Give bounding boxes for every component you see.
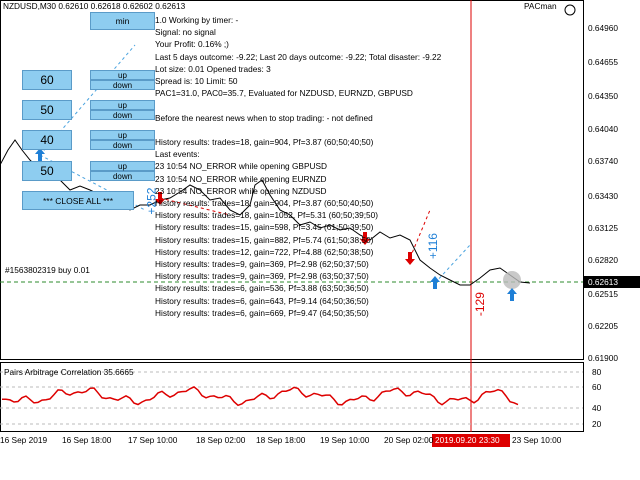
indicator-tick-label: 20 <box>592 419 602 429</box>
history-line: History results: trades=6, gain=643, Pf=… <box>155 295 369 306</box>
time-tick-label: 18 Sep 02:00 <box>196 435 246 445</box>
price-tick-label: 0.62820 <box>588 255 618 265</box>
time-highlight <box>432 434 510 447</box>
up-down-group: up down <box>90 100 155 120</box>
up-down-group: up down <box>90 161 155 181</box>
down-button[interactable]: down <box>90 140 155 150</box>
info-line: 1.0 Working by timer: - <box>155 15 239 25</box>
history-line: History results: trades=18, gain=904, Pf… <box>155 137 374 147</box>
time-tick-label: 16 Sep 2019 <box>0 435 48 445</box>
down-button[interactable]: down <box>90 110 155 120</box>
level-button[interactable]: 50 <box>22 100 72 120</box>
history-line: History results: trades=15, gain=882, Pf… <box>155 234 374 245</box>
info-line: Lot size: 0.01 Opened trades: 3 <box>155 63 271 74</box>
time-tick-label: 20 Sep 02:00 <box>384 435 434 445</box>
history-line: History results: trades=9, gain=369, Pf=… <box>155 271 369 282</box>
smiley-icon <box>564 4 576 16</box>
trend-line <box>434 244 471 284</box>
down-button[interactable]: down <box>90 171 155 181</box>
profit-annotation: +252 <box>144 187 159 215</box>
indicator-frame <box>0 362 584 432</box>
time-tick-label: 18 Sep 18:00 <box>256 435 306 445</box>
history-line: History results: trades=18, gain=904, Pf… <box>155 198 374 209</box>
order-label: #1563802319 buy 0.01 <box>5 265 90 275</box>
history-line: 23 10:54 NO_ERROR while opening EURNZD <box>155 173 327 184</box>
info-line: PAC1=31.0, PAC0=35.7, Evaluated for NZDU… <box>155 88 413 99</box>
price-line <box>0 139 531 286</box>
up-down-group: up down <box>90 130 155 150</box>
price-tick-label: 0.61900 <box>588 353 618 363</box>
up-button[interactable]: up <box>90 130 155 140</box>
profit-annotation: +116 <box>425 233 440 260</box>
info-line: Last 5 days outcome: -9.22; Last 20 days… <box>155 51 442 62</box>
price-tick-label: 0.63740 <box>588 156 618 166</box>
info-line: Your Profit: 0.16% ;) <box>155 39 229 50</box>
trend-line <box>159 197 231 216</box>
history-line: History results: trades=6, gain=536, Pf=… <box>155 283 369 294</box>
price-tick-label: 0.64040 <box>588 124 618 134</box>
history-line: History results: trades=6, gain=669, Pf=… <box>155 307 369 318</box>
price-highlight <box>584 276 640 288</box>
level-button[interactable]: 50 <box>22 161 72 181</box>
indicator-tick-label: 80 <box>592 367 602 377</box>
sell-arrows <box>155 192 415 265</box>
history-line: 23 10:54 NO_ERROR while opening NZDUSD <box>155 185 327 196</box>
ea-name: PACman <box>524 1 557 11</box>
trend-line <box>409 209 431 259</box>
loss-annotation: -129 <box>472 292 487 317</box>
current-price: 0.62613 <box>588 277 618 287</box>
down-button[interactable]: down <box>90 80 155 90</box>
up-button[interactable]: up <box>90 70 155 80</box>
price-tick-label: 0.62205 <box>588 321 618 331</box>
cursor-time: 2019.09.20 23:30 <box>435 435 500 445</box>
min-button[interactable]: min <box>90 12 155 30</box>
time-tick-label: 17 Sep 10:00 <box>128 435 178 445</box>
price-tick-label: 0.62515 <box>588 289 618 299</box>
indicator-grid <box>0 371 583 425</box>
info-panel: 1.0 Working by timer: - Signal: no signal… <box>155 14 441 319</box>
history-line: History results: trades=15, gain=598, Pf… <box>155 222 374 233</box>
up-button[interactable]: up <box>90 161 155 171</box>
price-tick-label: 0.64655 <box>588 57 618 67</box>
close-all-button[interactable]: *** CLOSE ALL *** <box>22 191 134 210</box>
price-tick-label: 0.63125 <box>588 223 618 233</box>
price-tick-label: 0.64350 <box>588 91 618 101</box>
price-tick-label: 0.64960 <box>588 23 618 33</box>
time-tick-label: 19 Sep 10:00 <box>320 435 370 445</box>
buy-arrows <box>35 148 517 301</box>
indicator-title: Pairs Arbitrage Correlation 35.6665 <box>4 367 134 377</box>
up-down-group: up down <box>90 70 155 90</box>
time-tick-label: 23 Sep 10:00 <box>512 435 562 445</box>
position-marker <box>503 271 521 289</box>
indicator-tick-label: 60 <box>592 382 602 392</box>
history-line: History results: trades=12, gain=722, Pf… <box>155 246 374 257</box>
history-line: 23 10:54 NO_ERROR while opening GBPUSD <box>155 161 328 172</box>
info-line: Spread is: 10 Limit: 50 <box>155 76 238 87</box>
price-tick-label: 0.63430 <box>588 191 618 201</box>
level-button[interactable]: 60 <box>22 70 72 90</box>
up-button[interactable]: up <box>90 100 155 110</box>
symbol-header: NZDUSD,M30 0.62610 0.62618 0.62602 0.626… <box>3 1 186 11</box>
correlation-line <box>2 386 519 407</box>
level-button[interactable]: 40 <box>22 130 72 150</box>
indicator-tick-label: 40 <box>592 403 602 413</box>
time-tick-label: 16 Sep 18:00 <box>62 435 112 445</box>
history-line: History results: trades=18, gain=1052, P… <box>155 210 379 221</box>
main-frame <box>0 0 584 360</box>
news-line: Before the nearest news when to stop tra… <box>155 112 373 123</box>
history-line: Last events: <box>155 149 200 160</box>
info-line: Signal: no signal <box>155 27 216 38</box>
history-line: History results: trades=9, gain=369, Pf=… <box>155 259 369 270</box>
